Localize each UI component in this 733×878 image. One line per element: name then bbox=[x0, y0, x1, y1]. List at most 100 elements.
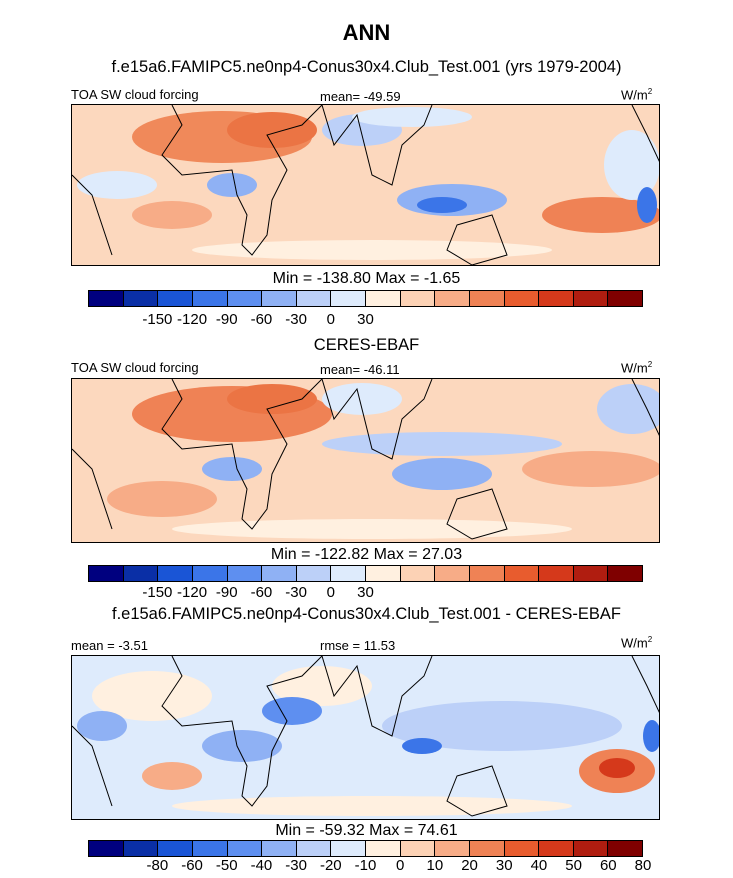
colorbar-swatch bbox=[331, 566, 366, 581]
colorbar-swatch bbox=[573, 566, 609, 581]
panel1-units-text: W/m bbox=[621, 87, 648, 103]
colorbar-tick-label: 30 bbox=[495, 857, 513, 874]
colorbar-swatch bbox=[435, 566, 470, 581]
colorbar-swatch bbox=[504, 291, 540, 306]
colorbar-swatch bbox=[469, 291, 505, 306]
colorbar-swatch bbox=[192, 291, 228, 306]
coastline-south-america-west bbox=[72, 174, 113, 256]
colorbar-swatch bbox=[539, 566, 574, 581]
panel3-units-sup: 2 bbox=[647, 635, 653, 644]
panel3-rmse-label: rmse = 11.53 bbox=[320, 638, 396, 653]
colorbar-swatch bbox=[192, 566, 228, 581]
panel3-colorbar bbox=[88, 840, 643, 857]
coastline-north-america bbox=[631, 105, 659, 162]
colorbar-tick-label: 0 bbox=[326, 311, 335, 328]
colorbar-tick-label: -150 bbox=[142, 584, 173, 601]
panel2-map-svg bbox=[72, 379, 659, 542]
colorbar-swatch bbox=[469, 841, 505, 856]
colorbar-tick-label: -90 bbox=[215, 311, 238, 328]
colorbar-swatch bbox=[296, 841, 332, 856]
colorbar-tick-label: -30 bbox=[285, 857, 307, 874]
field-southern-ocean bbox=[172, 796, 572, 816]
field-arabia bbox=[227, 384, 317, 414]
coastline-south-america-west bbox=[72, 448, 113, 530]
colorbar-swatch bbox=[296, 291, 332, 306]
panel2-units: W/m2 bbox=[621, 360, 652, 375]
field-southern-ocean bbox=[192, 240, 552, 260]
colorbar-tick-label: 50 bbox=[565, 857, 582, 874]
colorbar-swatch bbox=[504, 841, 540, 856]
colorbar-swatch bbox=[262, 566, 297, 581]
colorbar-swatch bbox=[123, 566, 159, 581]
panel2-colorbar-ticks: -150 -120 -90 -60 -30 0 30 bbox=[0, 584, 733, 602]
field-atlantic-itcz bbox=[77, 171, 157, 199]
colorbar-swatch bbox=[573, 841, 609, 856]
colorbar-tick-label: 10 bbox=[426, 857, 444, 874]
panel3-map-svg bbox=[72, 656, 659, 819]
colorbar-swatch bbox=[539, 291, 574, 306]
field-se-pacific bbox=[542, 197, 659, 233]
field-arabian-sea bbox=[262, 697, 322, 725]
colorbar-swatch bbox=[123, 291, 159, 306]
colorbar-tick-label: -10 bbox=[354, 857, 377, 874]
colorbar-swatch bbox=[262, 841, 297, 856]
field-central-africa bbox=[202, 457, 262, 481]
colorbar-swatch bbox=[366, 291, 401, 306]
coastlines bbox=[72, 379, 659, 540]
colorbar-tick-label: -50 bbox=[215, 857, 238, 874]
colorbar-tick-label: -60 bbox=[250, 584, 273, 601]
field-andes bbox=[637, 187, 657, 223]
field-southern-ocean bbox=[172, 519, 572, 539]
colorbar-swatch bbox=[296, 566, 332, 581]
panel1-units: W/m2 bbox=[621, 87, 652, 102]
panel1-colorbar bbox=[88, 290, 643, 307]
panel1-colorbar-ticks: -150 -120 -90 -60 -30 0 30 bbox=[0, 311, 733, 329]
panel3-minmax: Min = -59.32 Max = 74.61 bbox=[275, 822, 458, 839]
field-tropical-pacific bbox=[382, 701, 622, 751]
panel1-units-sup: 2 bbox=[647, 87, 653, 96]
panel3-colorbar-ticks: -80 -60 -50 -40 -30 -20 -10 0 10 20 30 40 50 60 80 bbox=[0, 857, 733, 875]
coastlines bbox=[72, 656, 659, 817]
panel2-subtitle: CERES-EBAF bbox=[313, 336, 420, 354]
colorbar-swatch bbox=[400, 841, 436, 856]
colorbar-tick-label: -60 bbox=[250, 311, 273, 328]
colorbar-tick-label: 0 bbox=[326, 584, 335, 601]
colorbar-swatch bbox=[158, 841, 193, 856]
panel2-mean-label: mean= -46.11 bbox=[320, 362, 400, 377]
panel1-minmax: Min = -138.80 Max = -1.65 bbox=[272, 270, 461, 287]
panel1-map bbox=[71, 104, 660, 266]
panel2-variable-label: TOA SW cloud forcing bbox=[71, 360, 199, 375]
colorbar-swatch bbox=[608, 841, 642, 856]
field-tibet bbox=[322, 383, 402, 415]
coastline-north-america bbox=[631, 656, 659, 713]
coastline-africa bbox=[161, 656, 323, 807]
colorbar-tick-label: -40 bbox=[250, 857, 273, 874]
panel3-subtitle: f.e15a6.FAMIPC5.ne0np4-Conus30x4.Club_Te… bbox=[111, 605, 622, 623]
coastline-africa bbox=[161, 379, 323, 530]
field-se-atlantic bbox=[142, 762, 202, 790]
panel3-mean-label: mean = -3.51 bbox=[71, 638, 148, 653]
colorbar-swatch bbox=[435, 841, 470, 856]
panel1-mean-label: mean= -49.59 bbox=[320, 89, 401, 104]
colorbar-tick-label: -120 bbox=[177, 584, 208, 601]
panel1-subtitle: f.e15a6.FAMIPC5.ne0np4-Conus30x4.Club_Te… bbox=[111, 58, 622, 76]
colorbar-tick-label: -30 bbox=[285, 584, 307, 601]
coastline-africa bbox=[161, 105, 323, 256]
field-warm-pool bbox=[392, 458, 492, 490]
field-central-africa bbox=[207, 173, 257, 197]
colorbar-tick-label: -150 bbox=[142, 311, 173, 328]
coastlines bbox=[72, 105, 659, 265]
colorbar-swatch bbox=[89, 566, 124, 581]
colorbar-tick-label: -120 bbox=[177, 311, 208, 328]
colorbar-swatch bbox=[366, 566, 401, 581]
colorbar-tick-label: 80 bbox=[634, 857, 652, 874]
field-arabia bbox=[227, 112, 317, 148]
coastline-asia bbox=[321, 379, 433, 460]
panel2-colorbar bbox=[88, 565, 643, 582]
colorbar-swatch bbox=[89, 291, 124, 306]
colorbar-swatch bbox=[192, 841, 228, 856]
colorbar-swatch bbox=[608, 291, 642, 306]
colorbar-swatch bbox=[331, 841, 366, 856]
colorbar-tick-label: 60 bbox=[599, 857, 617, 874]
coastline-north-america bbox=[631, 379, 659, 436]
